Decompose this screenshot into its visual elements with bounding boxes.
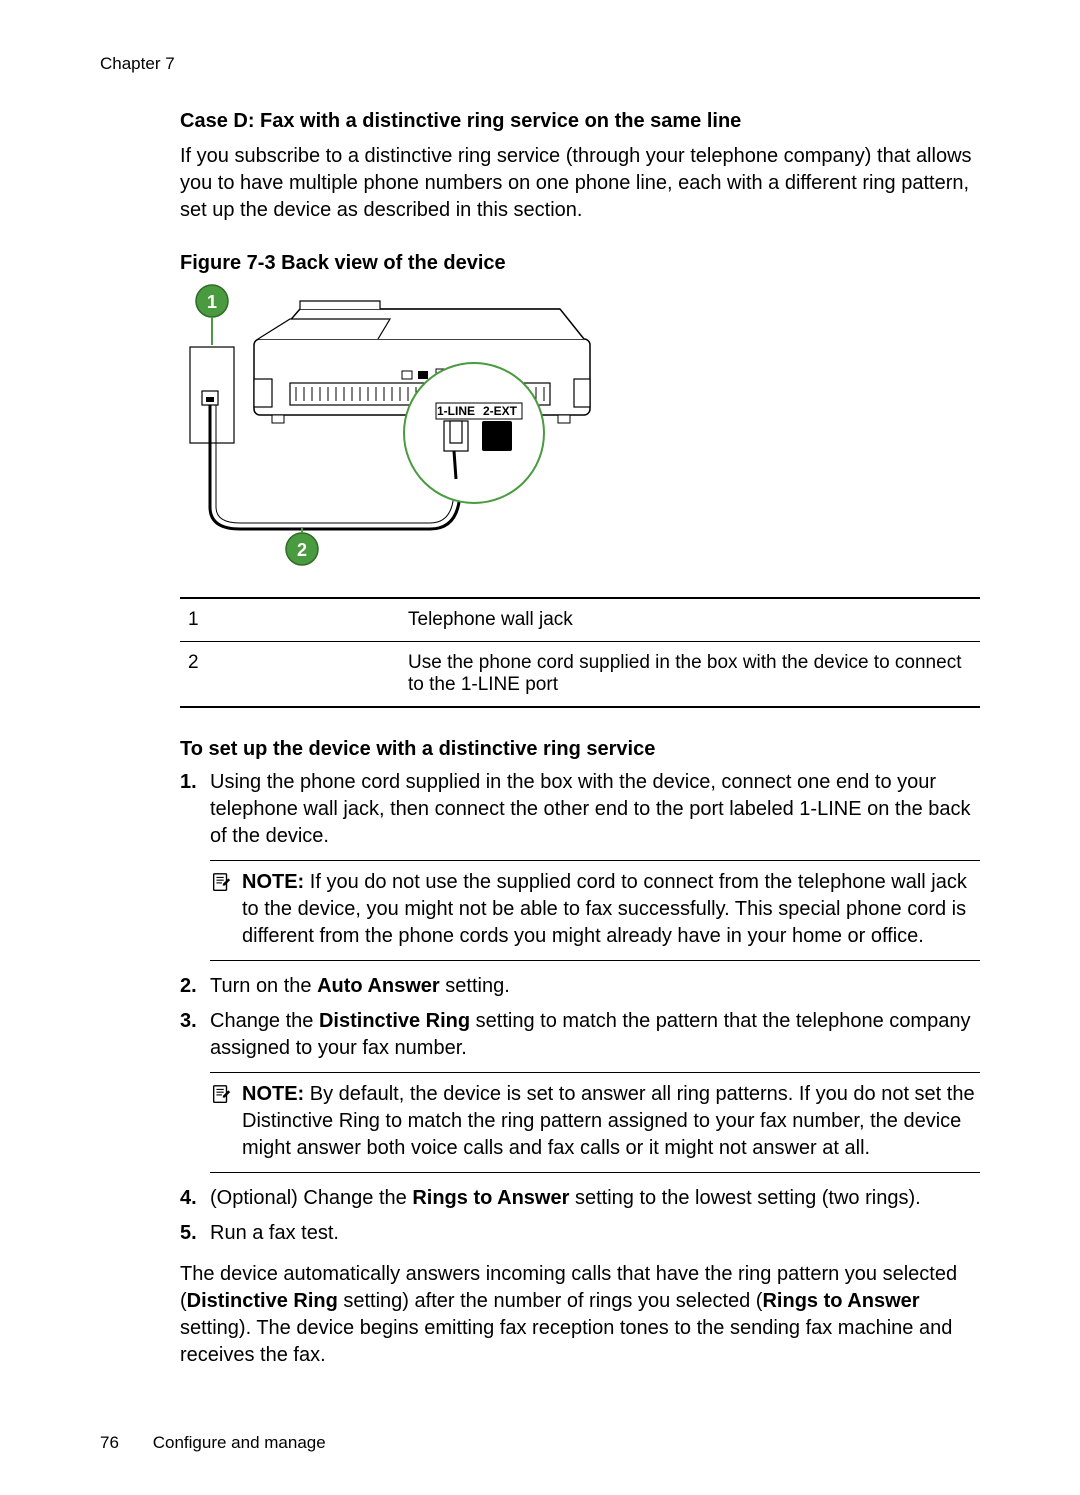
figure: 1-LINE 2-EXT 1 2	[180, 279, 980, 569]
step-text: (Optional) Change the Rings to Answer se…	[210, 1187, 921, 1209]
step-5: 5. Run a fax test.	[180, 1220, 980, 1247]
step-text: Run a fax test.	[210, 1222, 339, 1244]
note-body: By default, the device is set to answer …	[242, 1083, 975, 1159]
footer-section: Configure and manage	[153, 1433, 326, 1452]
step-4: 4. (Optional) Change the Rings to Answer…	[180, 1185, 980, 1212]
figure-caption: Figure 7-3 Back view of the device	[180, 252, 980, 275]
page-footer: 76 Configure and manage	[100, 1433, 326, 1453]
device-back-diagram: 1-LINE 2-EXT 1 2	[180, 279, 640, 569]
section-heading: Case D: Fax with a distinctive ring serv…	[180, 110, 980, 133]
closing-paragraph: The device automatically answers incomin…	[180, 1261, 980, 1369]
step-text: Using the phone cord supplied in the box…	[210, 771, 971, 847]
note-box: NOTE: By default, the device is set to a…	[210, 1072, 980, 1173]
step-number: 4.	[180, 1185, 197, 1212]
figure-legend-table: 1 Telephone wall jack 2 Use the phone co…	[180, 597, 980, 708]
note-icon	[210, 1083, 232, 1105]
table-row: 1 Telephone wall jack	[180, 598, 980, 642]
page: Chapter 7 Case D: Fax with a distinctive…	[0, 0, 1080, 1495]
setup-heading: To set up the device with a distinctive …	[180, 738, 980, 761]
page-number: 76	[100, 1433, 148, 1453]
intro-paragraph: If you subscribe to a distinctive ring s…	[180, 143, 980, 224]
step-text: Turn on the Auto Answer setting.	[210, 975, 510, 997]
step-3: 3. Change the Distinctive Ring setting t…	[180, 1008, 980, 1173]
step-2: 2. Turn on the Auto Answer setting.	[180, 973, 980, 1000]
port-label-ext: 2-EXT	[483, 404, 518, 418]
chapter-label: Chapter 7	[100, 54, 980, 74]
table-row: 2 Use the phone cord supplied in the box…	[180, 642, 980, 708]
steps-list: 1. Using the phone cord supplied in the …	[180, 769, 980, 1247]
legend-num: 2	[180, 642, 400, 708]
note-body: If you do not use the supplied cord to c…	[242, 871, 967, 947]
step-number: 3.	[180, 1008, 197, 1035]
note-text: NOTE: By default, the device is set to a…	[242, 1081, 980, 1162]
step-1: 1. Using the phone cord supplied in the …	[180, 769, 980, 961]
step-number: 2.	[180, 973, 197, 1000]
legend-num: 1	[180, 598, 400, 642]
legend-text: Use the phone cord supplied in the box w…	[400, 642, 980, 708]
note-box: NOTE: If you do not use the supplied cor…	[210, 860, 980, 961]
callout-1: 1	[207, 292, 217, 312]
step-number: 1.	[180, 769, 197, 796]
note-text: NOTE: If you do not use the supplied cor…	[242, 869, 980, 950]
note-label: NOTE:	[242, 1083, 304, 1105]
step-number: 5.	[180, 1220, 197, 1247]
content: Case D: Fax with a distinctive ring serv…	[180, 110, 980, 1369]
legend-text: Telephone wall jack	[400, 598, 980, 642]
port-label-line: 1-LINE	[437, 404, 475, 418]
note-icon	[210, 871, 232, 893]
step-text: Change the Distinctive Ring setting to m…	[210, 1010, 970, 1059]
note-label: NOTE:	[242, 871, 304, 893]
callout-2: 2	[297, 540, 307, 560]
